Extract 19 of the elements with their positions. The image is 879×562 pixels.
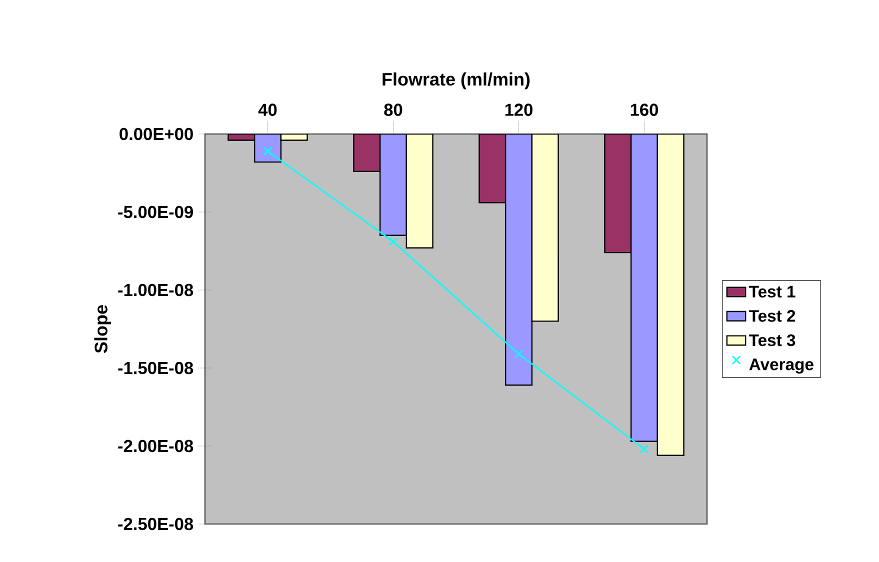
legend-label: Average (749, 358, 814, 374)
legend-label: Test 2 (749, 310, 796, 322)
y-tick-label: 0.00E+00 (120, 128, 193, 140)
y-tick-label: -1.00E-08 (118, 284, 194, 296)
point (640, 444, 649, 454)
point (514, 349, 524, 358)
legend-label: Test 3 (749, 334, 796, 346)
x-tick-label: 40 (258, 104, 277, 116)
legend-label: Test 1 (749, 286, 796, 298)
x-tick-label: 80 (384, 104, 402, 116)
x-tick-label: 120 (505, 104, 532, 116)
point (388, 237, 398, 246)
y-tick-label: -2.50E-08 (118, 518, 194, 530)
y-tick-label: -1.50E-08 (118, 362, 194, 374)
y-tick-label: -5.00E-09 (118, 206, 193, 218)
y-axis-title: Slope (94, 305, 112, 353)
x-tick-label: 160 (630, 104, 658, 116)
y-tick-label: -2.00E-08 (118, 440, 194, 452)
x-axis-title: Flowrate (ml/min) (382, 72, 530, 90)
